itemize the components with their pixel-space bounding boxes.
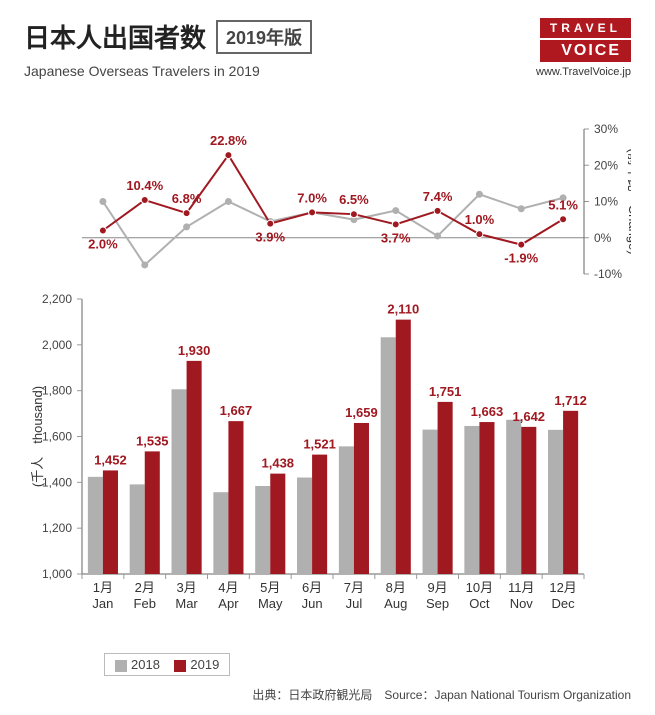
svg-text:20%: 20%: [594, 158, 618, 172]
svg-text:4月: 4月: [218, 580, 238, 595]
svg-text:1,200: 1,200: [42, 521, 72, 535]
combined-chart-svg: -10% 0% 10% 20% 30% (前年比 Change) 2.0% 10.4% 6.8%…: [24, 119, 631, 649]
title-block: 日本人出国者数 2019年版 Japanese Overseas Travele…: [24, 18, 312, 79]
svg-text:(千人 thousand): (千人 thousand): [30, 386, 45, 487]
svg-text:11月: 11月: [508, 580, 535, 595]
svg-text:6.8%: 6.8%: [172, 191, 202, 206]
svg-text:10月: 10月: [466, 580, 493, 595]
svg-text:Feb: Feb: [134, 596, 156, 611]
svg-text:22.8%: 22.8%: [210, 133, 247, 148]
chart-area: -10% 0% 10% 20% 30% (前年比 Change) 2.0% 10.4% 6.8%…: [24, 119, 631, 649]
svg-text:(前年比 Change): (前年比 Change): [626, 148, 631, 254]
svg-text:5月: 5月: [260, 580, 280, 595]
svg-text:2,200: 2,200: [42, 292, 72, 306]
legend-swatch-2018: [115, 660, 127, 672]
svg-text:1,642: 1,642: [513, 409, 546, 424]
svg-text:8月: 8月: [386, 580, 406, 595]
svg-text:Dec: Dec: [552, 596, 576, 611]
svg-text:Apr: Apr: [218, 596, 239, 611]
year-badge: 2019年版: [216, 20, 312, 54]
svg-text:2月: 2月: [135, 580, 155, 595]
svg-text:1.0%: 1.0%: [465, 212, 495, 227]
source-text: 出典：日本政府観光局 Source：Japan National Tourism…: [24, 686, 631, 703]
svg-text:Aug: Aug: [384, 596, 407, 611]
svg-text:10%: 10%: [594, 195, 618, 209]
svg-text:Jun: Jun: [302, 596, 323, 611]
legend-label-2019: 2019: [190, 657, 219, 672]
legend-label-2018: 2018: [131, 657, 160, 672]
legend-box: 2018 2019: [104, 653, 230, 676]
svg-text:Oct: Oct: [469, 596, 490, 611]
subtitle: Japanese Overseas Travelers in 2019: [24, 63, 312, 79]
svg-text:Nov: Nov: [510, 596, 534, 611]
svg-text:1,800: 1,800: [42, 384, 72, 398]
svg-text:1,400: 1,400: [42, 475, 72, 489]
svg-text:May: May: [258, 596, 283, 611]
svg-text:1,712: 1,712: [554, 393, 587, 408]
logo-block: TRAVEL VOICE www.TravelVoice.jp: [536, 18, 631, 78]
svg-text:1,751: 1,751: [429, 384, 462, 399]
svg-text:Jan: Jan: [92, 596, 113, 611]
logo-top-text: TRAVEL: [540, 18, 631, 38]
svg-text:Mar: Mar: [175, 596, 198, 611]
logo-bottom-text: VOICE: [540, 40, 631, 62]
svg-text:1,663: 1,663: [471, 404, 504, 419]
svg-text:1,438: 1,438: [262, 456, 295, 471]
svg-text:6.5%: 6.5%: [339, 192, 369, 207]
svg-text:2,000: 2,000: [42, 338, 72, 352]
svg-text:30%: 30%: [594, 122, 618, 136]
svg-text:7.0%: 7.0%: [297, 190, 327, 205]
svg-text:1,600: 1,600: [42, 430, 72, 444]
svg-text:0%: 0%: [594, 231, 612, 245]
logo-icon: TRAVEL VOICE: [540, 18, 631, 62]
svg-text:3.7%: 3.7%: [381, 230, 411, 245]
title-jp: 日本人出国者数: [24, 18, 206, 55]
svg-text:10.4%: 10.4%: [126, 178, 163, 193]
svg-text:12月: 12月: [549, 580, 576, 595]
svg-text:5.1%: 5.1%: [548, 197, 578, 212]
logo-url: www.TravelVoice.jp: [536, 66, 631, 78]
title-row: 日本人出国者数 2019年版: [24, 18, 312, 55]
svg-text:3.9%: 3.9%: [255, 230, 285, 245]
svg-text:1,452: 1,452: [94, 452, 127, 467]
header: 日本人出国者数 2019年版 Japanese Overseas Travele…: [24, 18, 631, 79]
svg-text:1,521: 1,521: [303, 437, 336, 452]
svg-text:-10%: -10%: [594, 267, 622, 281]
svg-text:1月: 1月: [93, 580, 113, 595]
legend-swatch-2019: [174, 660, 186, 672]
svg-text:1,659: 1,659: [345, 405, 378, 420]
svg-text:2.0%: 2.0%: [88, 237, 118, 252]
svg-text:7月: 7月: [344, 580, 364, 595]
svg-text:-1.9%: -1.9%: [504, 251, 538, 266]
svg-text:1,535: 1,535: [136, 433, 169, 448]
svg-text:2,110: 2,110: [387, 302, 419, 317]
svg-text:3月: 3月: [176, 580, 196, 595]
svg-text:6月: 6月: [302, 580, 322, 595]
svg-text:7.4%: 7.4%: [423, 189, 453, 204]
svg-text:1,667: 1,667: [220, 403, 253, 418]
legend: 2018 2019: [104, 653, 631, 676]
svg-text:Sep: Sep: [426, 596, 449, 611]
svg-text:1,000: 1,000: [42, 567, 72, 581]
svg-text:Jul: Jul: [346, 596, 363, 611]
page-container: 日本人出国者数 2019年版 Japanese Overseas Travele…: [0, 0, 655, 715]
svg-text:1,930: 1,930: [178, 343, 211, 358]
svg-text:9月: 9月: [427, 580, 447, 595]
